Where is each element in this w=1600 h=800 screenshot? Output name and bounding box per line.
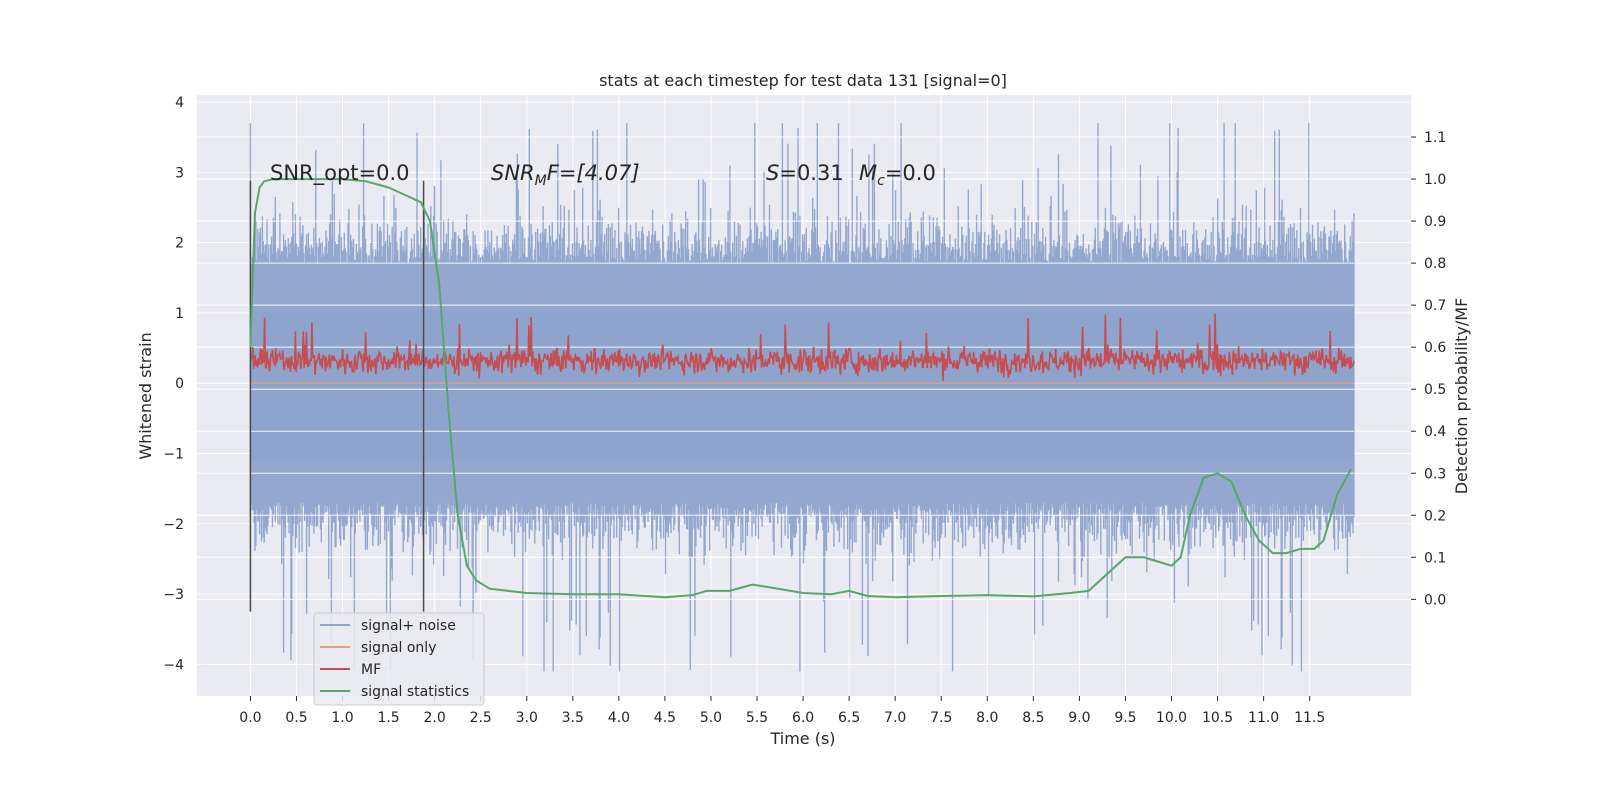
- y2-axis-ticks: 1.1 1.0 0.9 0.8 0.7 0.6 0.5 0.4 0.3 0.2 0.1 0.0: [1411, 130, 1446, 608]
- annotation-snr-mf-base: SNR: [491, 161, 535, 185]
- legend-label-signal-noise: signal+ noise: [361, 618, 456, 634]
- annotations: SNR_opt=0.0 SNRMF=[4.07] S=0.31 Mc=0.0: [270, 161, 936, 189]
- x-tick-label: 0.5: [285, 710, 307, 726]
- x-tick-label: 11.5: [1294, 710, 1325, 726]
- annotation-s-value: =0.31: [779, 161, 843, 185]
- x-tick-label: 7.5: [930, 710, 952, 726]
- y-tick-label: −4: [163, 657, 184, 673]
- x-tick-label: 9.5: [1114, 710, 1136, 726]
- legend-box: [313, 612, 485, 706]
- x-tick-label: 6.5: [838, 710, 860, 726]
- x-tick-label: 8.5: [1022, 710, 1044, 726]
- y-tick-label: −1: [163, 446, 184, 462]
- y-axis-label: Whitened strain: [136, 332, 155, 459]
- x-axis-label: Time (s): [769, 729, 835, 748]
- y2-axis-label: Detection probability/MF: [1452, 298, 1471, 495]
- x-axis-ticks: 0.0 0.5 1.0 1.5 2.0 2.5 3.0 3.5 4.0 4.5 5.0 5.5 6.0 6…: [239, 696, 1325, 726]
- legend-label-signal-only: signal only: [361, 640, 436, 656]
- x-tick-label: 0.0: [239, 710, 261, 726]
- y2-tick-label: 0.3: [1424, 466, 1446, 482]
- annotation-s-label: S: [766, 161, 779, 185]
- x-tick-label: 11.0: [1248, 710, 1279, 726]
- annotation-mc-value: =0.0: [885, 161, 936, 185]
- y-tick-label: 4: [175, 95, 184, 111]
- y2-tick-label: 0.2: [1424, 508, 1446, 524]
- x-tick-label: 4.5: [654, 710, 676, 726]
- annotation-mc-sub: c: [877, 173, 885, 189]
- x-tick-label: 8.0: [976, 710, 998, 726]
- y-tick-label: −3: [163, 587, 184, 603]
- x-tick-label: 4.0: [608, 710, 630, 726]
- annotation-snr-opt: SNR_opt=0.0: [270, 161, 410, 186]
- x-tick-label: 3.0: [516, 710, 538, 726]
- x-tick-label: 2.5: [470, 710, 492, 726]
- y2-tick-label: 1.0: [1424, 172, 1446, 188]
- annotation-mc-label: M: [859, 161, 877, 185]
- y2-tick-label: 0.7: [1424, 298, 1446, 314]
- legend-label-mf: MF: [361, 662, 381, 678]
- y-tick-label: −2: [163, 517, 184, 533]
- annotation-snr-mf: SNRMF=[4.07]: [491, 161, 640, 189]
- y2-tick-label: 0.1: [1424, 550, 1446, 566]
- y2-tick-label: 0.5: [1424, 382, 1446, 398]
- annotation-mc: Mc=0.0: [859, 161, 936, 189]
- series-signal-statistics: [249, 178, 1352, 599]
- annotation-snr-mf-rest: F=[4.07]: [547, 161, 640, 185]
- x-tick-label: 9.0: [1068, 710, 1090, 726]
- series-signal-noise-core: [250, 309, 1354, 461]
- series-mf: [249, 313, 1355, 381]
- y2-tick-label: 0.9: [1424, 214, 1446, 230]
- y2-tick-label: 0.4: [1424, 424, 1446, 440]
- legend-label-signal-statistics: signal statistics: [361, 684, 469, 700]
- y2-tick-label: 0.8: [1424, 256, 1446, 272]
- y-tick-label: 1: [175, 306, 184, 322]
- x-tick-label: 7.0: [884, 710, 906, 726]
- chart-title: stats at each timestep for test data 131…: [599, 71, 1007, 90]
- x-tick-label: 1.0: [331, 710, 353, 726]
- annotation-snr-mf-sub: M: [535, 173, 547, 189]
- y-tick-label: 2: [175, 236, 184, 252]
- y2-tick-label: 1.1: [1424, 130, 1446, 146]
- x-tick-label: 5.5: [746, 710, 768, 726]
- x-tick-label: 3.5: [562, 710, 584, 726]
- plot-content: [249, 123, 1355, 672]
- x-tick-label: 10.0: [1156, 710, 1187, 726]
- x-tick-label: 6.0: [792, 710, 814, 726]
- y-axis-ticks: 4 3 2 1 0 −1 −2 −3 −4: [163, 95, 184, 673]
- legend: signal+ noise signal only MF signal stat…: [313, 612, 485, 706]
- x-tick-label: 1.5: [377, 710, 399, 726]
- y2-tick-label: 0.6: [1424, 340, 1446, 356]
- annotation-s: S=0.31: [766, 161, 844, 185]
- y2-tick-label: 0.0: [1424, 592, 1446, 608]
- y-tick-label: 0: [175, 376, 184, 392]
- x-tick-label: 10.5: [1202, 710, 1233, 726]
- y-tick-label: 3: [175, 165, 184, 181]
- x-tick-label: 2.0: [424, 710, 446, 726]
- x-tick-label: 5.0: [700, 710, 722, 726]
